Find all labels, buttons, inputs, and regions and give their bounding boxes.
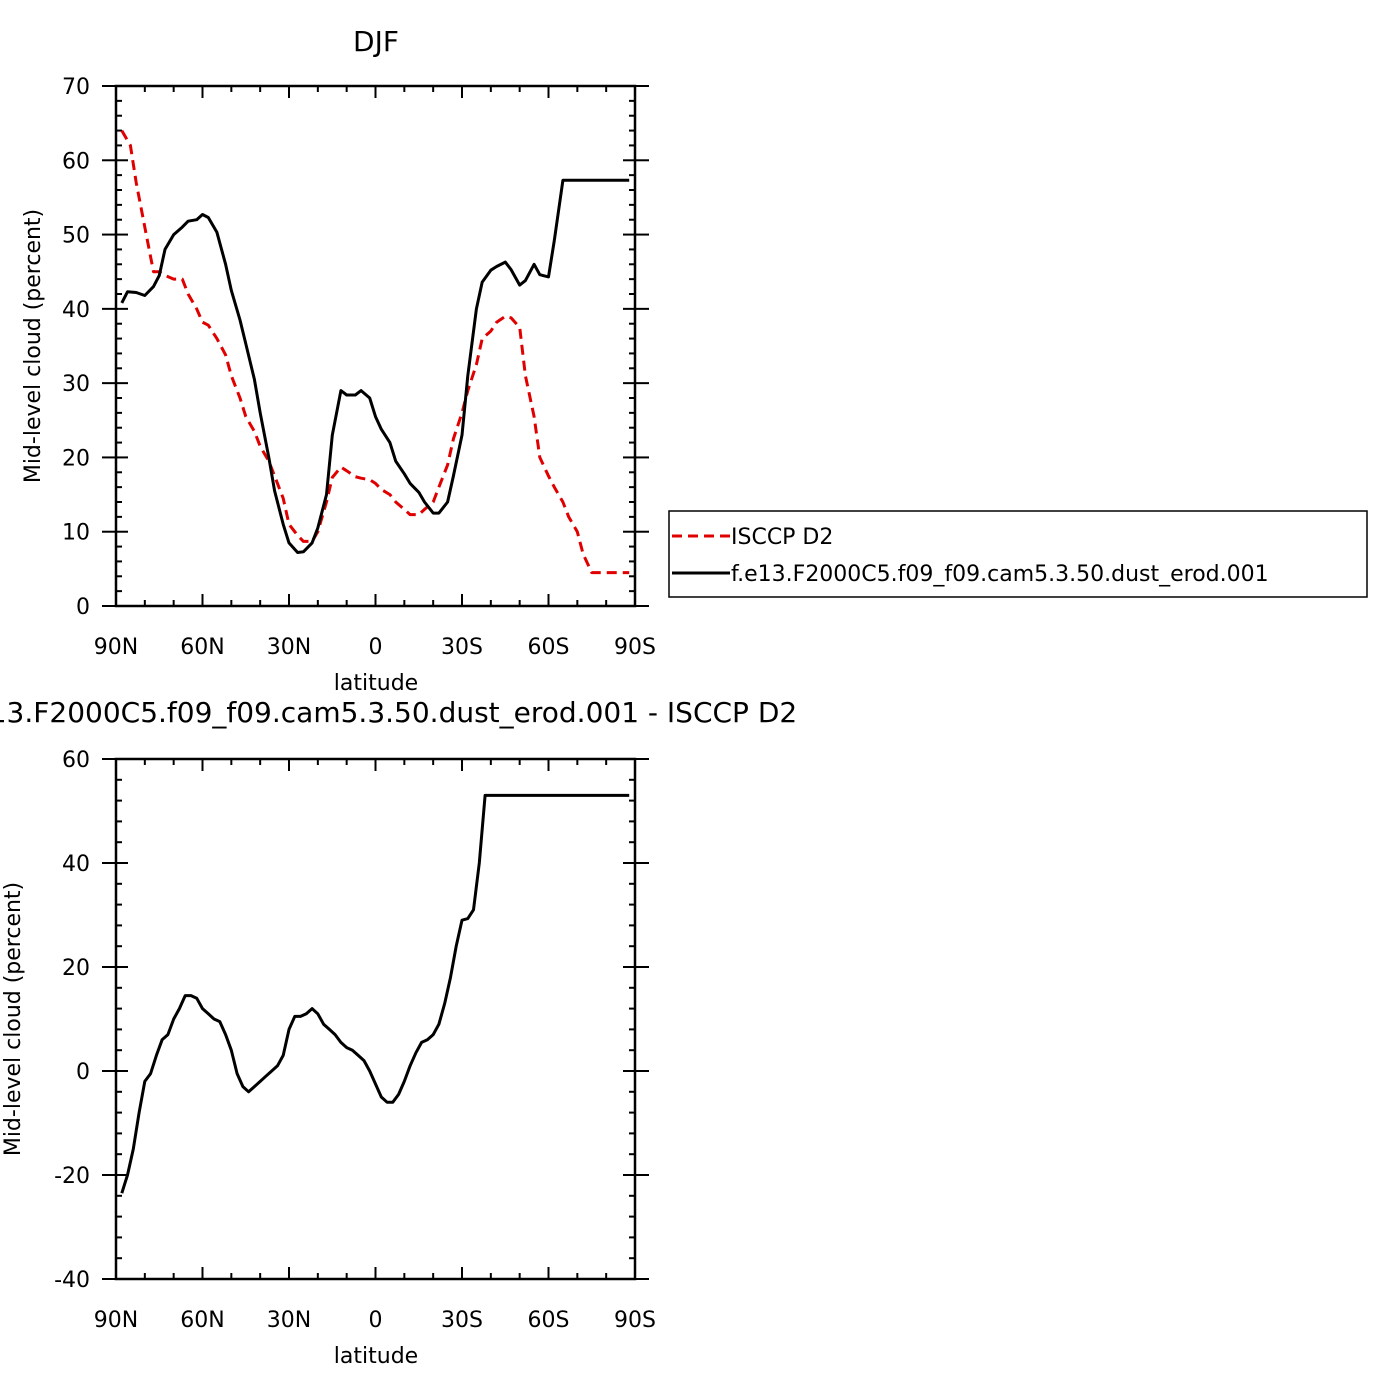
y-tick-label: 30 [62,372,90,397]
bottom-panel-series [120,793,630,1194]
y-tick-label: 40 [62,852,90,877]
x-tick-label: 90S [614,635,656,660]
x-tick-label: 0 [369,1308,383,1333]
legend-label-model: f.e13.F2000C5.f09_f09.cam5.3.50.dust_ero… [731,562,1269,587]
y-tick-label: 20 [62,446,90,471]
top-panel-ylabel: Mid-level cloud (percent) [21,209,46,483]
legend-box [668,510,1368,598]
y-tick-label: 50 [62,224,90,249]
y-tick-label: 60 [62,149,90,174]
top-panel-title: DJF [353,25,399,58]
top-panel-xlabel: latitude [334,671,418,696]
bottom-panel: f.e13.F2000C5.f09_f09.cam5.3.50.dust_ero… [0,696,797,1369]
bottom-panel-ylabel: Mid-level cloud (percent) [1,882,26,1156]
bottom-panel-xlabel: latitude [334,1344,418,1369]
top-panel-frame [114,84,637,608]
bottom-panel-frame [114,757,637,1281]
bottom-panel-title: f.e13.F2000C5.f09_f09.cam5.3.50.dust_ero… [0,696,797,729]
x-tick-label: 30N [267,1308,311,1333]
x-tick-label: 60N [180,635,224,660]
y-tick-label: 40 [62,298,90,323]
top-series-line-0 [120,129,630,575]
bottom-panel-ticks: 90N 60N 30N 0 30S 60S 90S -40 -20 0 20 40 60 [54,748,656,1333]
x-tick-label: 90N [94,1308,138,1333]
y-tick-label: -20 [54,1164,90,1189]
top-panel-ticks: 90N 60N 30N 0 30S 60S 90S 0 10 20 30 40 50 60 70 [62,75,656,660]
x-tick-label: 0 [369,635,383,660]
x-tick-label: 90S [614,1308,656,1333]
x-tick-label: 60S [528,1308,570,1333]
y-tick-label: -40 [54,1268,90,1293]
x-tick-label: 60S [528,635,570,660]
y-tick-label: 0 [76,1060,90,1085]
y-tick-label: 60 [62,748,90,773]
y-tick-label: 0 [76,595,90,620]
y-tick-label: 70 [62,75,90,100]
x-tick-label: 30S [441,635,483,660]
y-tick-label: 20 [62,956,90,981]
legend: ISCCP D2 f.e13.F2000C5.f09_f09.cam5.3.50… [668,510,1368,598]
y-tick-label: 10 [62,521,90,546]
x-tick-label: 90N [94,635,138,660]
top-panel-series [120,129,630,575]
x-tick-label: 30S [441,1308,483,1333]
bottom-series-line-0 [120,793,630,1194]
top-panel: DJF Mid-level cloud (percent) latitude 9… [21,25,656,696]
legend-label-isccp: ISCCP D2 [731,525,833,550]
top-series-line-1 [120,178,630,554]
x-tick-label: 60N [180,1308,224,1333]
x-tick-label: 30N [267,635,311,660]
